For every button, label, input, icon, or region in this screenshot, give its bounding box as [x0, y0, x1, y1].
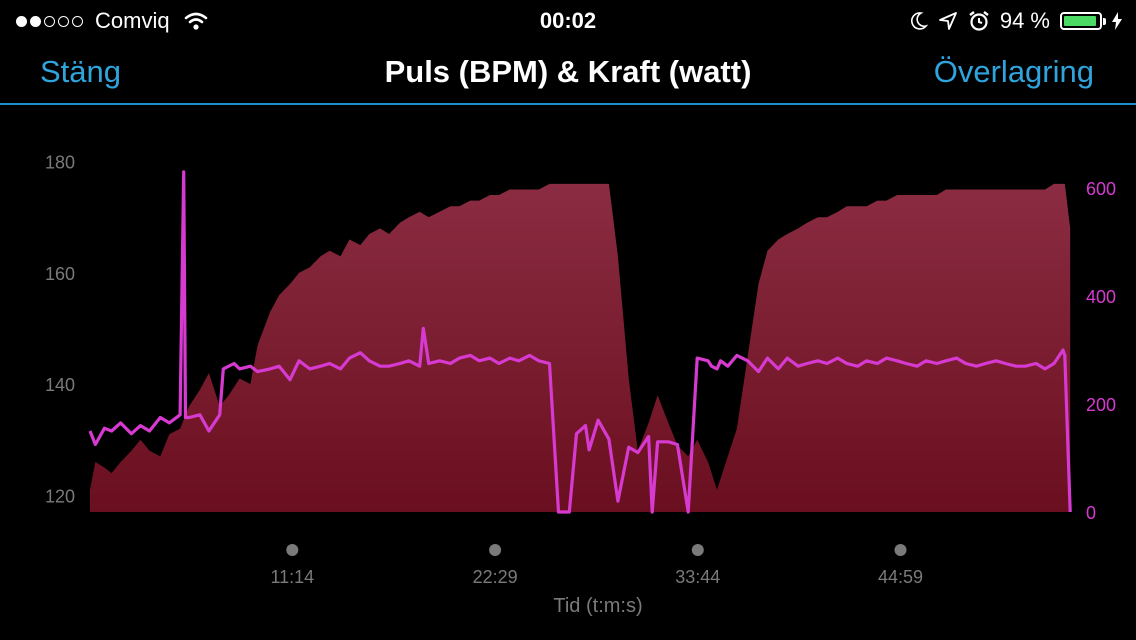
alarm-icon	[969, 11, 989, 31]
status-bar: Comviq 00:02 94 %	[0, 0, 1136, 40]
left-y-tick-label: 160	[45, 264, 75, 284]
overlay-button[interactable]: Överlagring	[933, 54, 1094, 89]
x-axis-label: Tid (t:m:s)	[553, 595, 642, 617]
wifi-icon	[184, 12, 207, 30]
x-tick-label: 22:29	[473, 567, 518, 587]
right-y-tick-label: 0	[1086, 503, 1096, 523]
cellular-signal-icon	[16, 15, 83, 27]
right-y-tick-label: 600	[1086, 179, 1116, 199]
battery-icon	[1060, 12, 1106, 30]
x-tick-label: 44:59	[878, 567, 923, 587]
x-tick-label: 33:44	[675, 567, 720, 587]
left-y-tick-label: 180	[45, 153, 75, 173]
status-right: 94 %	[910, 8, 1122, 34]
carrier-name: Comviq	[95, 8, 170, 33]
location-arrow-icon	[938, 12, 957, 30]
nav-divider	[0, 103, 1136, 105]
heart-rate-area	[90, 183, 1071, 512]
x-tick-label: 11:14	[270, 567, 314, 587]
x-axis: 11:14 22:29 33:44 44:59	[270, 544, 923, 587]
hr-power-chart[interactable]: 120 140 160 180 0 200 400 600 11:14 22:29 33:44 4…	[0, 105, 1136, 640]
moon-icon	[910, 12, 928, 30]
right-y-axis: 0 200 400 600	[1086, 179, 1116, 523]
right-y-tick-label: 200	[1086, 395, 1116, 415]
close-button[interactable]: Stäng	[40, 54, 122, 89]
x-tick-marker[interactable]	[691, 544, 704, 556]
left-y-axis: 120 140 160 180	[45, 153, 75, 507]
right-y-tick-label: 400	[1086, 287, 1116, 307]
status-time: 00:02	[539, 8, 597, 33]
status-left: Comviq	[16, 8, 208, 34]
power-line	[88, 170, 1072, 514]
left-y-tick-label: 120	[45, 486, 75, 506]
battery-percent: 94 %	[999, 8, 1050, 33]
x-tick-marker[interactable]	[286, 544, 299, 556]
x-tick-marker[interactable]	[894, 544, 907, 556]
x-tick-marker[interactable]	[489, 544, 502, 556]
nav-bar: Stäng Puls (BPM) & Kraft (watt) Överlagr…	[0, 40, 1136, 102]
left-y-tick-label: 140	[45, 375, 75, 395]
charging-bolt-icon	[1112, 12, 1122, 30]
